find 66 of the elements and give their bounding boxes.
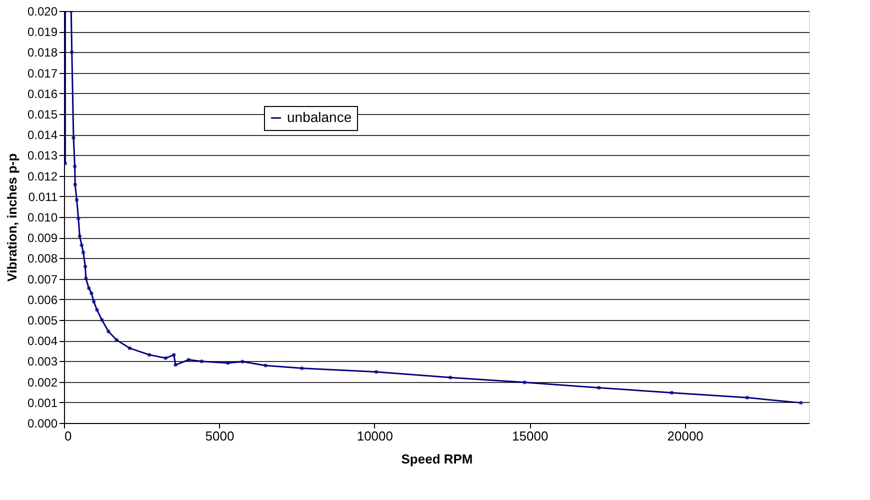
y-tick-label: 0.020 <box>27 4 58 18</box>
point <box>745 396 750 400</box>
point <box>72 136 76 140</box>
point <box>670 390 674 395</box>
x-axis-title: Speed RPM <box>401 452 473 466</box>
point <box>64 162 68 166</box>
point <box>72 164 77 168</box>
x-tick-label: 20000 <box>667 428 704 444</box>
x-tick-label: 15000 <box>512 428 548 444</box>
y-tick-label: 0.014 <box>27 128 58 142</box>
point <box>374 370 378 374</box>
y-axis-title: Vibration, inches p-p <box>4 153 20 282</box>
y-tick-label: 0.005 <box>27 314 58 328</box>
point <box>264 364 268 368</box>
y-tick-label: 0.018 <box>27 46 58 60</box>
y-tick-label: 0.002 <box>27 375 58 390</box>
point <box>92 300 96 304</box>
point <box>128 346 132 350</box>
point <box>186 358 190 362</box>
point <box>95 308 99 312</box>
y-tick-label: 0.004 <box>27 334 58 348</box>
point <box>78 234 82 238</box>
point <box>106 330 110 334</box>
y-tick-label: 0.007 <box>27 272 58 286</box>
x-tick-label: 5000 <box>205 428 234 444</box>
point <box>83 264 88 269</box>
point <box>799 400 803 405</box>
y-tick-label: 0.016 <box>27 86 58 101</box>
point <box>522 380 527 384</box>
y-tick-label: 0.017 <box>27 66 58 80</box>
point <box>74 198 79 202</box>
point <box>596 386 601 390</box>
point <box>114 338 119 342</box>
point <box>86 286 91 290</box>
y-tick-label: 0.012 <box>27 169 58 184</box>
point <box>226 361 230 365</box>
point <box>84 276 88 280</box>
y-tick-label: 0.000 <box>27 416 58 430</box>
x-tick-label: 0 <box>64 428 72 444</box>
y-tick-label: 0.019 <box>27 25 58 40</box>
y-tick-label: 0.006 <box>27 292 58 307</box>
x-tick-label: 10000 <box>356 428 393 444</box>
y-tick-label: 0.015 <box>27 108 58 122</box>
y-tick-label: 0.013 <box>27 148 58 163</box>
y-tick-label: 0.010 <box>27 210 58 224</box>
point <box>76 216 80 220</box>
point <box>147 352 152 357</box>
y-tick-label: 0.001 <box>27 396 58 410</box>
y-tick-label: 0.003 <box>27 354 58 369</box>
y-tick-label: 0.008 <box>27 252 58 266</box>
y-tick-label: 0.011 <box>28 190 58 204</box>
point <box>164 356 168 360</box>
point <box>90 291 94 296</box>
point <box>200 360 204 364</box>
legend-label: unbalance <box>287 109 352 125</box>
point <box>81 250 86 254</box>
y-tick-label: 0.009 <box>27 231 58 246</box>
point <box>172 352 176 357</box>
point <box>70 50 74 54</box>
point <box>300 366 304 370</box>
point <box>80 243 84 248</box>
point <box>448 376 452 380</box>
point <box>174 363 178 367</box>
point <box>240 360 244 364</box>
point <box>73 182 77 187</box>
point <box>100 318 104 322</box>
